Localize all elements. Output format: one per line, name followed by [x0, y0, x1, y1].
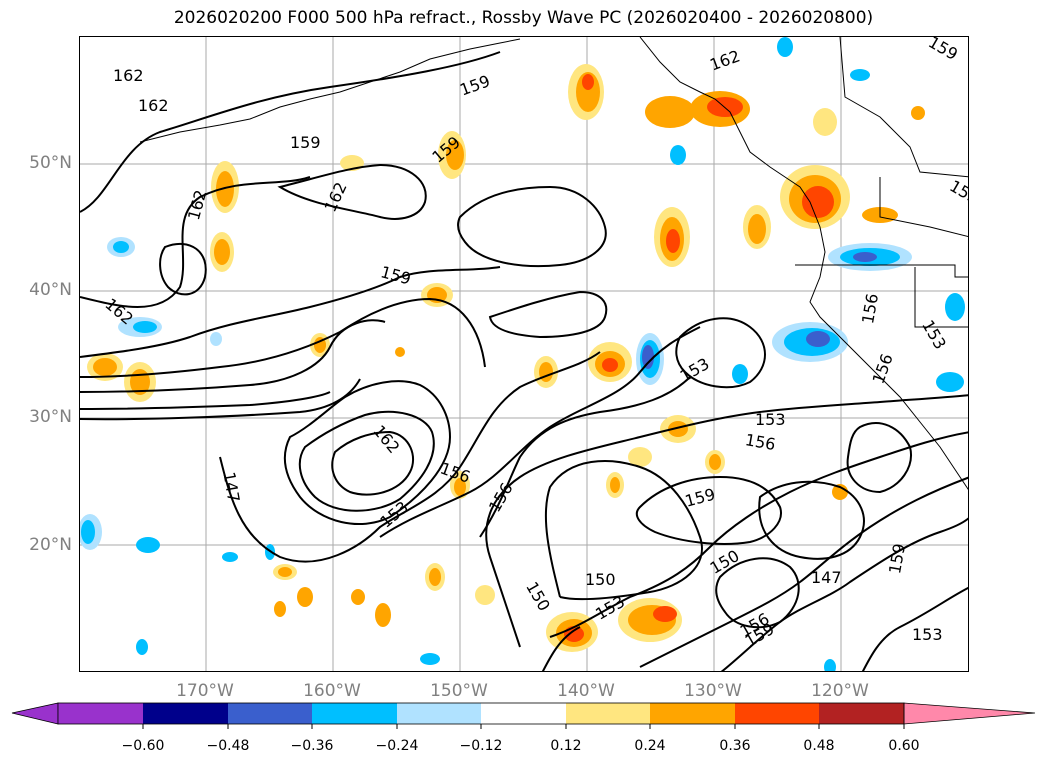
contour-label: 150	[585, 570, 616, 589]
contour-label: 159	[457, 71, 492, 99]
contour-label: 156	[868, 351, 896, 386]
map-canvas: 162 162 159 159 159 162 162 162 159 162 …	[80, 37, 969, 671]
contour-label: 159	[885, 542, 909, 575]
contour-label: 147	[219, 470, 243, 503]
contour-label: 153	[946, 176, 969, 208]
colorbar-swatch	[312, 703, 397, 724]
contour-label: 147	[811, 568, 842, 587]
contour-label: 156	[858, 292, 882, 325]
colorbar-tick-label: −0.24	[375, 738, 419, 754]
colorbar	[11, 702, 1036, 729]
colorbar-tick-label: −0.48	[206, 738, 250, 754]
contour-label: 153	[755, 410, 786, 429]
lon-label: 130°W	[684, 681, 742, 701]
lat-label: 50°N	[29, 153, 72, 173]
contour-label: 156	[744, 430, 777, 454]
colorbar-swatch	[481, 703, 566, 724]
contour-label: 150	[522, 578, 554, 614]
contour-label: 159	[925, 37, 961, 64]
colorbar-swatch	[143, 703, 228, 724]
colorbar-tick-label: 0.36	[719, 738, 751, 754]
lon-label: 160°W	[303, 681, 361, 701]
lat-label: 20°N	[29, 535, 72, 555]
lon-label: 150°W	[430, 681, 488, 701]
contour-label: 159	[683, 485, 717, 511]
contour-label: 159	[290, 133, 321, 152]
colorbar-tick-label: −0.36	[290, 738, 334, 754]
colorbar-tick-label: −0.60	[121, 738, 165, 754]
contour-label: 156	[438, 458, 473, 486]
lat-label: 40°N	[29, 280, 72, 300]
lon-label: 120°W	[811, 681, 869, 701]
colorbar-tick-label: 0.24	[634, 738, 666, 754]
colorbar-tick-label: 0.48	[803, 738, 835, 754]
colorbar-tick-label: 0.60	[888, 738, 920, 754]
colorbar-extend-low	[11, 702, 59, 725]
lat-label: 30°N	[29, 407, 72, 427]
contour-label: 156	[485, 479, 517, 515]
map-title: 2026020200 F000 500 hPa refract., Rossby…	[173, 8, 874, 28]
colorbar-swatch	[819, 703, 904, 724]
map-plot-area: 162 162 159 159 159 162 162 162 159 162 …	[79, 36, 969, 672]
colorbar-tick-label: −0.12	[459, 738, 503, 754]
coastlines	[139, 37, 968, 490]
refractivity-contours	[80, 51, 968, 671]
lon-label: 170°W	[176, 681, 234, 701]
colorbar-swatch	[397, 703, 481, 724]
contour-label: 162	[113, 66, 144, 85]
colorbar-swatch	[566, 703, 650, 724]
contour-label: 153	[912, 625, 943, 644]
colorbar-extend-high	[903, 702, 1036, 725]
lon-label: 140°W	[557, 681, 615, 701]
colorbar-tick-label: 0.12	[550, 738, 582, 754]
colorbar-swatch	[650, 703, 735, 724]
contour-label: 153	[918, 317, 950, 353]
colorbar-swatch	[735, 703, 819, 724]
negative-shading	[80, 37, 965, 671]
contour-label: 162	[369, 421, 403, 457]
contour-label: 162	[138, 96, 169, 115]
contour-label: 153	[677, 354, 713, 386]
colorbar-swatch	[228, 703, 312, 724]
colorbar-swatch	[58, 703, 143, 724]
contour-label: 162	[707, 46, 742, 74]
